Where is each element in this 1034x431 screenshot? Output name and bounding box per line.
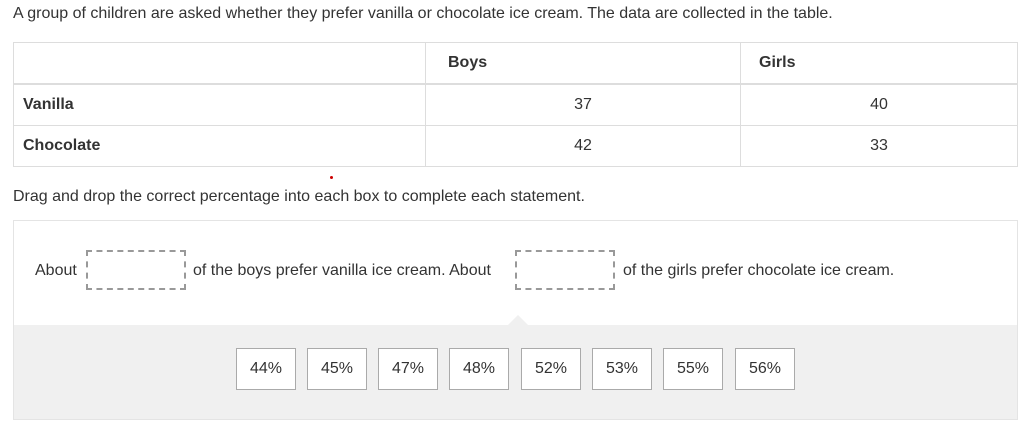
statement-part1: About — [35, 262, 77, 279]
data-table: Boys Girls Vanilla 37 40 Chocolate 42 33 — [13, 42, 1018, 167]
drop-box-boys[interactable] — [86, 250, 186, 290]
cell-boys: 37 — [425, 83, 741, 126]
cell-girls: 33 — [740, 125, 1018, 167]
option-tile[interactable]: 44% — [236, 348, 296, 390]
statement-part3: of the girls prefer chocolate ice cream. — [623, 262, 895, 279]
header-girls: Girls — [740, 42, 1018, 85]
tray-pointer — [508, 315, 528, 325]
question-text: A group of children are asked whether th… — [13, 5, 833, 22]
instruction-text: Drag and drop the correct percentage int… — [13, 188, 585, 205]
cell-girls: 40 — [740, 83, 1018, 126]
drag-drop-area: About of the boys prefer vanilla ice cre… — [13, 220, 1018, 420]
option-tile[interactable]: 45% — [307, 348, 367, 390]
option-tile[interactable]: 55% — [663, 348, 723, 390]
drop-box-girls[interactable] — [515, 250, 615, 290]
option-tile[interactable]: 53% — [592, 348, 652, 390]
options-tray — [14, 315, 1017, 419]
option-tile[interactable]: 47% — [378, 348, 438, 390]
row-label: Chocolate — [13, 125, 426, 167]
cursor-dot — [330, 176, 333, 179]
statement-part2: of the boys prefer vanilla ice cream. Ab… — [193, 262, 491, 279]
statement-area: About of the boys prefer vanilla ice cre… — [14, 221, 1017, 325]
header-empty — [13, 42, 426, 85]
header-boys: Boys — [425, 42, 741, 85]
option-tile[interactable]: 52% — [521, 348, 581, 390]
cell-boys: 42 — [425, 125, 741, 167]
table-row: Vanilla 37 40 — [13, 83, 1018, 126]
option-tile[interactable]: 56% — [735, 348, 795, 390]
option-tile[interactable]: 48% — [449, 348, 509, 390]
row-label: Vanilla — [13, 83, 426, 126]
table-row: Chocolate 42 33 — [13, 125, 1018, 167]
